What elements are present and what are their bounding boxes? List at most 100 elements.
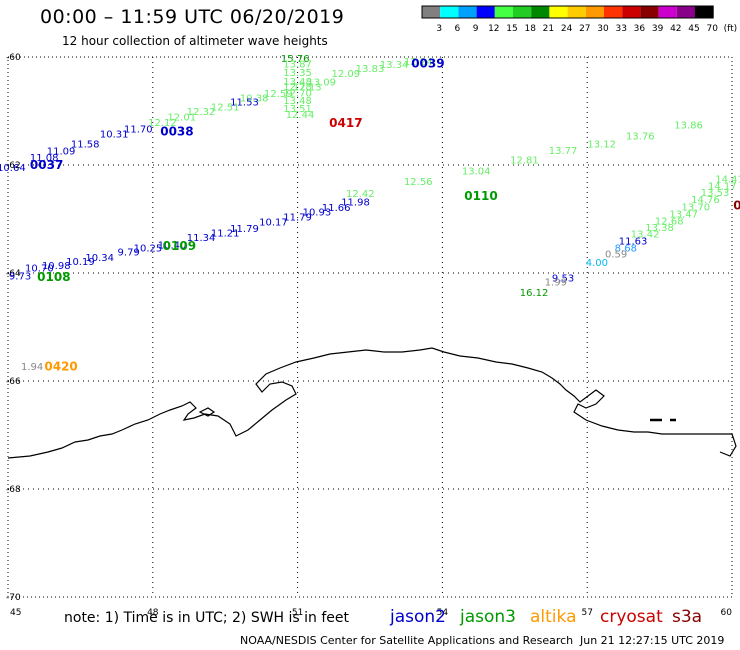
- pass-number-label: 0038: [160, 125, 193, 139]
- latitude-label: -62: [6, 161, 21, 171]
- wave-height-value: 13.86: [674, 121, 703, 132]
- wave-height-value: 11.63: [619, 237, 648, 248]
- antarctic-coastline: [7, 347, 737, 459]
- latitude-label: -66: [6, 377, 21, 387]
- legend-tick-label: 21: [543, 24, 554, 34]
- legend-swatch: [604, 6, 623, 18]
- wave-height-value: 9.73: [9, 272, 31, 283]
- wave-height-value: 10.64: [0, 163, 26, 174]
- pass-number-label: 0109: [163, 239, 196, 253]
- wave-height-value: 10.40: [158, 240, 187, 251]
- coastline-islet: [198, 407, 216, 417]
- legend-tick-label: 30: [597, 24, 609, 34]
- legend-swatch: [676, 6, 695, 18]
- satellite-pass-labels: 0039 0038 0037 0417 0110 0109 0108 0420 04: [30, 56, 740, 373]
- wave-height-value: 13.38: [645, 223, 674, 234]
- wave-height-value: 11.09: [47, 146, 76, 157]
- wave-height-value: 12.68: [655, 217, 684, 228]
- wave-height-value: 10.34: [85, 253, 114, 264]
- pass-number-label: 0037: [30, 158, 63, 172]
- wave-height-value: 12.24: [404, 57, 433, 68]
- longitude-label: 48: [147, 608, 159, 618]
- latitude-label: -70: [6, 593, 21, 603]
- legend-swatch: [622, 6, 641, 18]
- wave-height-value: 10.31: [100, 130, 129, 141]
- wave-height-value: 4.00: [586, 258, 608, 269]
- credit-line: NOAA/NESDIS Center for Satellite Applica…: [240, 634, 574, 647]
- wave-height-value: 12.09: [332, 69, 361, 80]
- wave-height-value: 12.13: [293, 83, 322, 94]
- wave-height-value: 13.48: [283, 96, 312, 107]
- wave-height-value: 12.59: [264, 89, 293, 100]
- legend-swatch: [549, 6, 568, 18]
- wave-height-value: 10.70: [25, 264, 54, 275]
- legend-tick-label: 3: [436, 24, 442, 34]
- latitude-label: -64: [6, 269, 21, 279]
- wave-height-value: 12.32: [187, 107, 216, 118]
- legend-swatch: [695, 6, 714, 18]
- wave-height-value: 12.70: [283, 89, 312, 100]
- legend-jason2: jason2: [390, 607, 446, 627]
- pass-number-label: 0039: [411, 56, 444, 70]
- wave-height-value: 10.25: [134, 244, 163, 255]
- wave-height-value: 11.98: [341, 198, 370, 209]
- wave-height-value: 1.94: [21, 362, 43, 373]
- wave-height-value: 13.42: [631, 230, 660, 241]
- legend-swatch: [476, 6, 495, 18]
- wave-height-value: 16.12: [520, 288, 549, 299]
- legend-tick-label: 6: [455, 24, 461, 34]
- legend-swatch: [458, 6, 477, 18]
- latitude-label: -68: [6, 485, 21, 495]
- legend-swatch: [531, 6, 550, 18]
- wave-height-value: 15.76: [281, 54, 310, 65]
- legend-s3a: s3a: [672, 607, 703, 627]
- wave-height-value: 13.51: [283, 104, 312, 115]
- wave-height-value: 9.53: [552, 273, 574, 284]
- longitude-label: 51: [292, 608, 303, 618]
- wave-height-value: 11.79: [230, 224, 259, 235]
- legend-frame: [421, 5, 714, 19]
- pass-number-label: 0420: [44, 359, 77, 373]
- legend-swatch: [567, 6, 586, 18]
- wave-height-value: 13.12: [587, 139, 616, 150]
- legend-swatch: [658, 6, 677, 18]
- wave-height-value: 13.09: [307, 77, 336, 88]
- legend-jason3: jason3: [460, 607, 516, 627]
- axis-labels: 45 48 51 54 57 60 -60 -62 -64 -66 -68 -70: [6, 53, 732, 618]
- legend-tick-label: 36: [634, 24, 646, 34]
- legend-swatch: [494, 6, 513, 18]
- legend-tick-label: 12: [488, 24, 499, 34]
- wave-height-value: 10.93: [303, 207, 332, 218]
- legend-tick-label: 45: [688, 24, 699, 34]
- legend-tick-label: 33: [615, 24, 626, 34]
- pass-number-label: 0108: [37, 270, 70, 284]
- wave-height-value: 13.87: [283, 59, 312, 70]
- legend-swatch: [422, 6, 441, 18]
- wave-height-value: 13.48: [283, 77, 312, 88]
- wave-height-value: 13.34: [380, 60, 409, 71]
- graticule-grid: [7, 56, 733, 598]
- footer-note: note: 1) Time is in UTC; 2) SWH is in fe…: [64, 610, 350, 626]
- wave-height-value: 10.98: [42, 261, 71, 272]
- wave-height-value: 12.78: [283, 82, 312, 93]
- longitude-label: 45: [10, 608, 21, 618]
- wave-height-value: 13.04: [462, 166, 491, 177]
- wave-height-value: 11.21: [211, 229, 240, 240]
- legend-swatch: [513, 6, 532, 18]
- wave-height-value: 14.41: [715, 175, 740, 186]
- wave-height-value: 8.68: [615, 244, 637, 255]
- wave-height-value: 12.01: [167, 112, 196, 123]
- legend-tick-label: 42: [670, 24, 681, 34]
- map-subtitle: 12 hour collection of altimeter wave hei…: [62, 34, 328, 48]
- longitude-label: 60: [721, 608, 733, 618]
- wave-height-value: 13.47: [669, 210, 698, 221]
- wave-height-value: 11.08: [30, 153, 59, 164]
- altimeter-observations: 15.7613.8713.3513.4812.7812.7013.4813.51…: [0, 54, 740, 373]
- legend-cryosat: cryosat: [600, 607, 663, 627]
- wave-height-value: 11.70: [124, 124, 153, 135]
- legend-tick-label: 24: [561, 24, 573, 34]
- legend-tick-label: (ft): [724, 24, 738, 34]
- pass-number-label: 0417: [329, 116, 362, 130]
- wave-height-value: 11.66: [322, 203, 351, 214]
- wave-height-value: 13.76: [626, 131, 655, 142]
